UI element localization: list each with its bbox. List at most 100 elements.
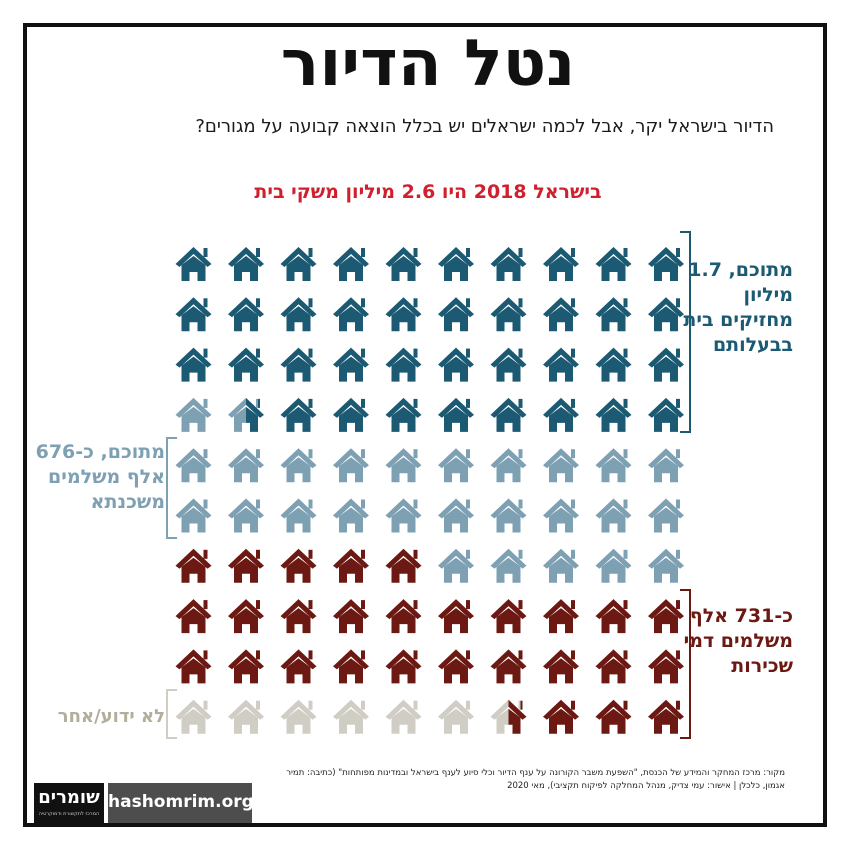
house-icon (333, 397, 369, 432)
logo-tagline: המרכז לתקשורת ודמוקרטיה (38, 811, 100, 817)
house-icon (543, 649, 579, 684)
house-icon (333, 247, 369, 281)
house-icon (543, 548, 579, 583)
logo-wordmark: שומרים (38, 787, 100, 808)
mortgage-label: מתוכם, כ-676 אלף משלמים משכנתא (35, 441, 165, 513)
house-icon (333, 448, 369, 483)
house-icon (595, 699, 632, 734)
house-icon (228, 397, 264, 432)
house-icon (543, 599, 579, 634)
house-icon (280, 347, 317, 382)
renters-bracket (680, 589, 691, 739)
owners-label: מתוכם, 1.7 מיליון מחזיקים בית בבעלותם (683, 259, 793, 356)
house-icon (490, 649, 527, 684)
website-link[interactable]: hashomrim.org (108, 783, 254, 823)
house-icon (595, 397, 632, 432)
house-icon (543, 297, 579, 332)
house-icon (490, 548, 527, 583)
house-icon (175, 699, 212, 734)
house-icon (228, 448, 264, 483)
house-icon (175, 448, 212, 483)
house-icon (228, 297, 264, 332)
house-icon (385, 448, 422, 483)
house-icon (595, 297, 632, 332)
house-icon (280, 448, 317, 483)
mortgage-bracket (166, 437, 177, 539)
house-icon (228, 548, 264, 583)
house-icon (490, 397, 527, 432)
house-icon (175, 397, 212, 432)
house-icon (438, 699, 474, 734)
house-icon (175, 498, 212, 533)
house-icon (228, 498, 264, 533)
house-icon (543, 397, 579, 432)
house-icon (490, 599, 527, 634)
house-icon (228, 347, 264, 382)
house-icon (333, 347, 369, 382)
house-icon (595, 599, 632, 634)
house-icon (385, 498, 422, 533)
house-icon (595, 247, 632, 281)
house-icon (385, 699, 422, 734)
house-icon (385, 297, 422, 332)
house-icon (438, 297, 474, 332)
house-icon (175, 347, 212, 382)
house-icon (228, 599, 264, 634)
house-icon (490, 699, 527, 734)
house-icon (438, 347, 474, 382)
house-icon (175, 247, 212, 281)
chart-headline: בישראל 2018 היו 2.6 מיליון משקי בית (254, 181, 602, 203)
house-icon (385, 347, 422, 382)
house-icon (595, 347, 632, 382)
house-icon (490, 498, 527, 533)
house-icon (595, 498, 632, 533)
house-icon (648, 448, 684, 483)
owners-bracket (680, 231, 691, 433)
infographic-frame (23, 23, 827, 827)
house-icon (543, 448, 579, 483)
house-icon (280, 548, 317, 583)
house-icon (438, 397, 474, 432)
renters-label: כ-731 אלף משלמים דמי שכירות (683, 605, 793, 677)
house-icon (438, 247, 474, 281)
house-icon (595, 548, 632, 583)
house-icon (648, 548, 684, 583)
source-note: מקור: מרכז המחקר והמידע של הכנסת, "השפעת… (286, 768, 785, 791)
house-icon (228, 649, 264, 684)
house-icon (490, 448, 527, 483)
unknown-label: לא ידוע/אחר (57, 706, 165, 727)
house-icon (490, 247, 527, 281)
website-url: hashomrim.org (108, 792, 254, 812)
house-icon (648, 397, 684, 432)
house-icon (490, 347, 527, 382)
house-icon (280, 599, 317, 634)
page-title: נטל הדיור (280, 27, 576, 101)
house-icon (438, 649, 474, 684)
house-icon (280, 397, 317, 432)
house-icon (175, 297, 212, 332)
house-icon (595, 448, 632, 483)
house-icon (228, 699, 264, 734)
unknown-bracket (166, 689, 177, 739)
house-icon (175, 599, 212, 634)
house-icon (280, 247, 317, 281)
house-icon (333, 649, 369, 684)
house-icon (648, 699, 684, 734)
house-icon (175, 548, 212, 583)
shomrim-logo[interactable]: שומרים המרכז לתקשורת ודמוקרטיה (34, 783, 104, 823)
house-icon (385, 247, 422, 281)
house-icon (648, 498, 684, 533)
house-icon (385, 397, 422, 432)
house-icon (280, 649, 317, 684)
house-icon (543, 347, 579, 382)
house-icon (438, 548, 474, 583)
house-icon (490, 297, 527, 332)
house-icon (228, 247, 264, 281)
house-icon (333, 548, 369, 583)
house-icon (333, 599, 369, 634)
house-icon (595, 649, 632, 684)
house-icon (385, 599, 422, 634)
house-icon (543, 498, 579, 533)
house-icon (175, 649, 212, 684)
